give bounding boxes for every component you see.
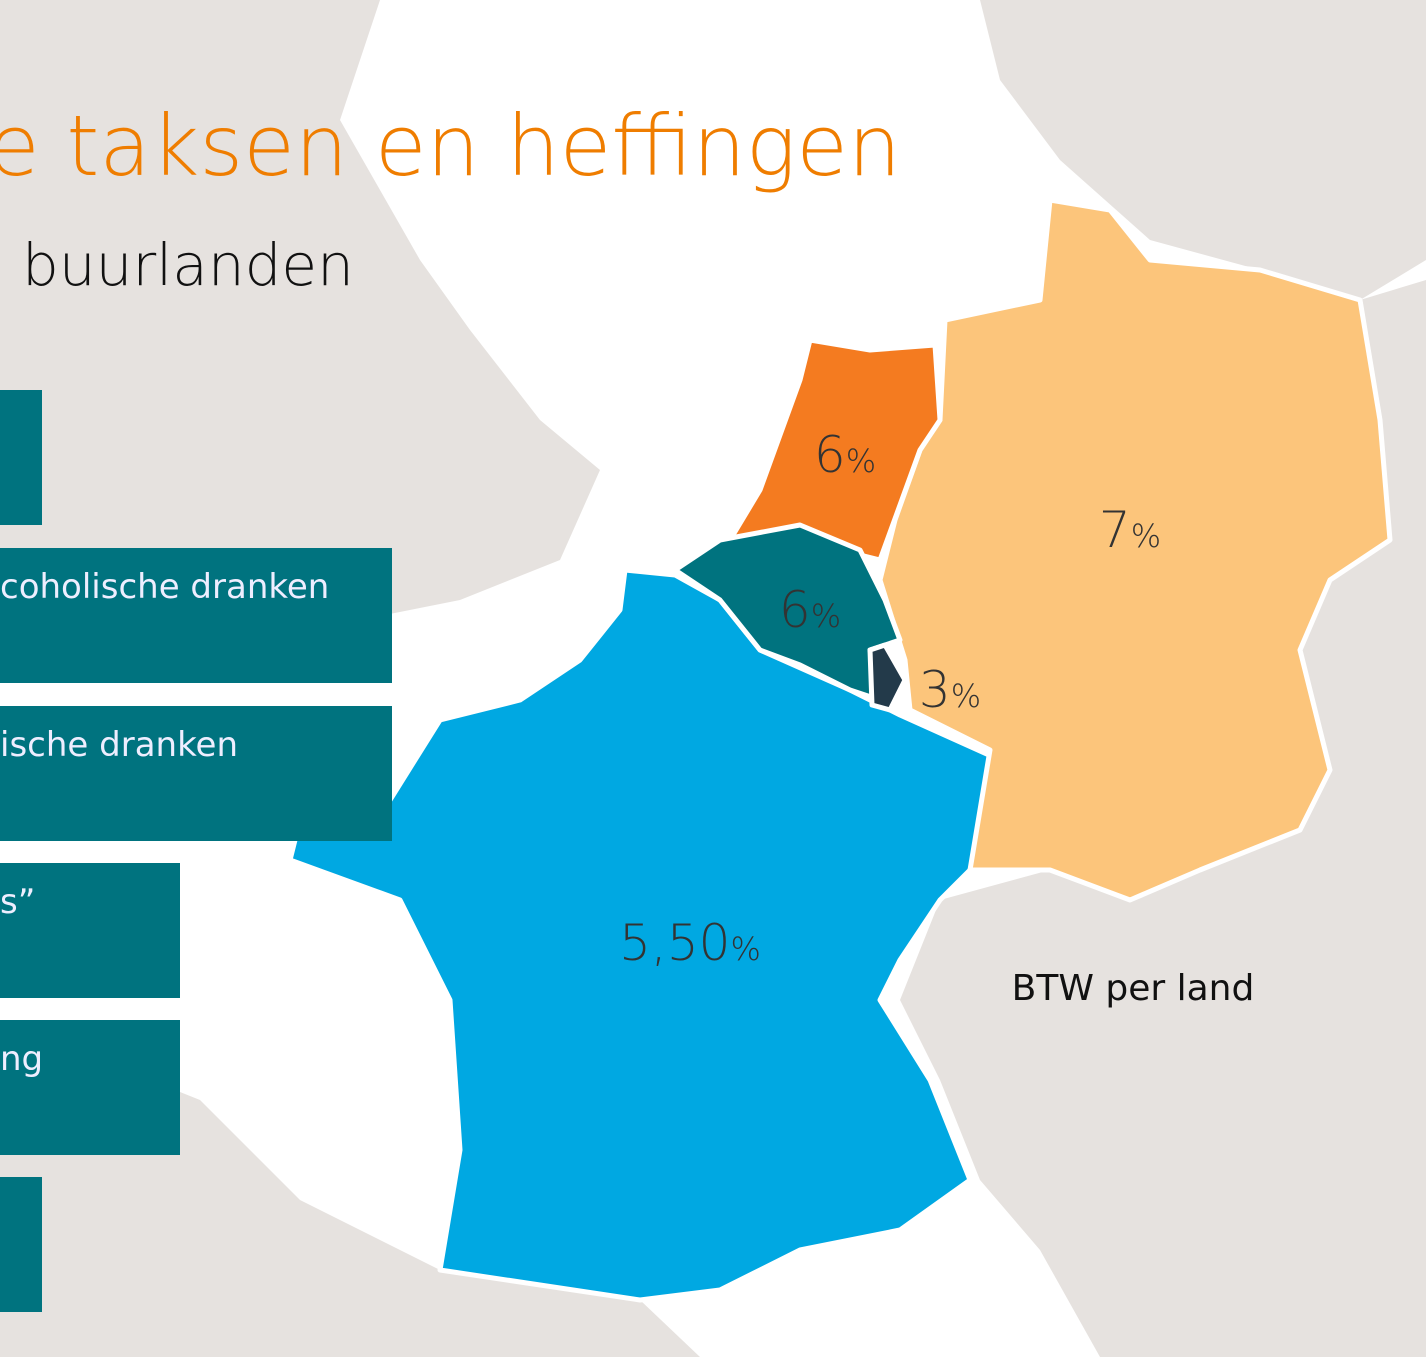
subtitle: buurlanden bbox=[22, 231, 354, 299]
boxes bbox=[0, 390, 392, 1312]
countries bbox=[287, 197, 1393, 1303]
rate: 3 bbox=[919, 661, 951, 719]
rate-label: 6% bbox=[814, 426, 876, 484]
rate-label: 3% bbox=[919, 661, 981, 719]
box bbox=[0, 863, 180, 998]
title: e taksen en heffingen bbox=[0, 97, 901, 195]
box bbox=[0, 706, 392, 841]
rate-labels: 6%7%6%3%5,50% bbox=[619, 426, 1161, 972]
legend: BTW per land bbox=[1012, 968, 1255, 1009]
box-text: coholische dranken bbox=[0, 567, 329, 607]
box bbox=[0, 390, 42, 525]
box-text: ng bbox=[0, 1039, 43, 1079]
unit: % bbox=[1131, 517, 1161, 555]
germany bbox=[877, 197, 1393, 903]
unit: % bbox=[846, 442, 876, 480]
unit: % bbox=[730, 930, 760, 968]
box bbox=[0, 1020, 180, 1155]
rate-label: 7% bbox=[1099, 501, 1161, 559]
rate: 7 bbox=[1099, 501, 1131, 559]
land-west bbox=[0, 0, 600, 620]
land-east bbox=[900, 280, 1426, 1357]
rate: 6 bbox=[814, 426, 846, 484]
box-text: s” bbox=[0, 882, 35, 922]
rate-label: 5,50% bbox=[619, 914, 761, 972]
rate: 5,50 bbox=[619, 914, 730, 972]
unit: % bbox=[811, 597, 841, 635]
luxembourg bbox=[867, 642, 908, 713]
rate-label: 6% bbox=[779, 581, 841, 639]
box-text: ische dranken bbox=[0, 725, 238, 765]
unit: % bbox=[951, 677, 981, 715]
box bbox=[0, 1177, 42, 1312]
box bbox=[0, 548, 392, 683]
rate: 6 bbox=[779, 581, 811, 639]
land-north bbox=[980, 0, 1426, 300]
